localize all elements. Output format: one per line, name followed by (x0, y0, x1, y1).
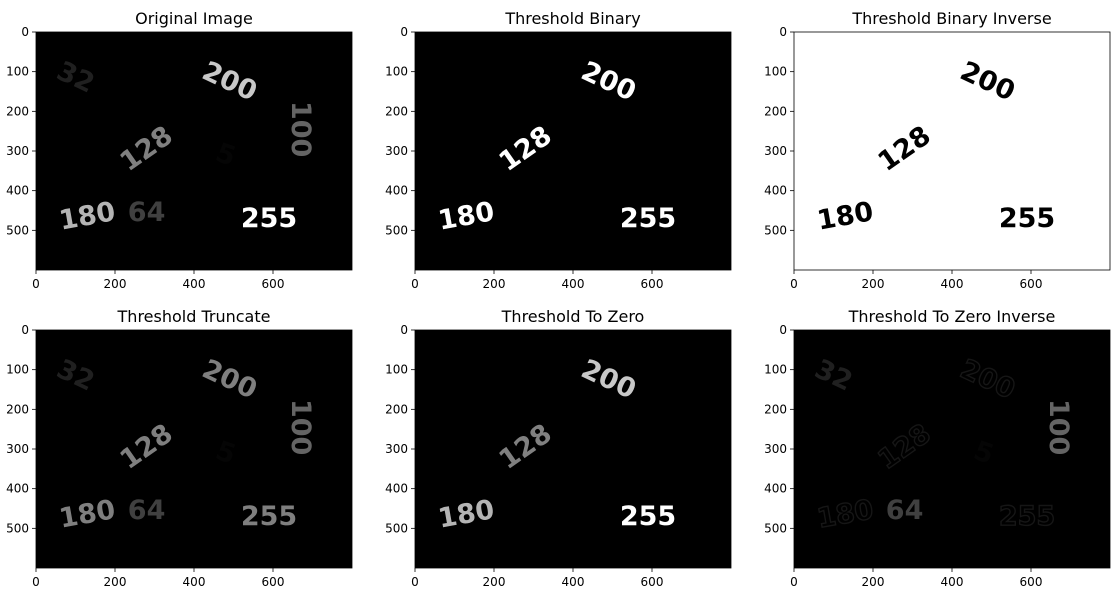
image-area (415, 32, 731, 270)
y-tick-label: 100 (6, 65, 29, 79)
x-tick-label: 200 (862, 277, 885, 291)
y-tick-label: 100 (764, 363, 787, 377)
x-tick-label: 600 (262, 575, 285, 589)
x-tick-label: 200 (104, 277, 127, 291)
panel-title: Original Image (135, 9, 253, 28)
x-tick-label: 400 (562, 575, 585, 589)
y-tick-label: 400 (764, 184, 787, 198)
y-tick-label: 400 (6, 482, 29, 496)
y-tick-label: 500 (6, 223, 29, 237)
number-label: 255 (999, 203, 1055, 234)
x-tick-label: 200 (483, 575, 506, 589)
x-tick-label: 400 (562, 277, 585, 291)
panel-title: Threshold Binary Inverse (851, 9, 1051, 28)
y-tick-label: 500 (764, 521, 787, 535)
y-tick-label: 0 (779, 25, 787, 39)
y-tick-label: 500 (764, 223, 787, 237)
x-tick-label: 0 (790, 575, 798, 589)
number-label: 255 (241, 203, 297, 234)
x-tick-label: 400 (941, 277, 964, 291)
y-tick-label: 200 (6, 104, 29, 118)
x-tick-label: 400 (941, 575, 964, 589)
x-tick-label: 0 (790, 277, 798, 291)
y-tick-label: 100 (6, 363, 29, 377)
y-tick-label: 500 (385, 223, 408, 237)
number-label: 100 (285, 399, 316, 455)
panel-title: Threshold To Zero Inverse (848, 307, 1056, 326)
number-label: 255 (999, 501, 1055, 532)
y-tick-label: 300 (385, 442, 408, 456)
x-tick-label: 0 (411, 575, 419, 589)
x-tick-label: 400 (183, 277, 206, 291)
y-tick-label: 300 (385, 144, 408, 158)
number-label: 100 (285, 101, 316, 157)
y-tick-label: 200 (385, 402, 408, 416)
x-tick-label: 200 (104, 575, 127, 589)
panel-title: Threshold To Zero (501, 307, 645, 326)
y-tick-label: 400 (764, 482, 787, 496)
number-label: 255 (620, 203, 676, 234)
y-tick-label: 300 (764, 442, 787, 456)
panel-title: Threshold Truncate (117, 307, 271, 326)
y-tick-label: 500 (6, 521, 29, 535)
y-tick-label: 200 (764, 402, 787, 416)
y-tick-label: 0 (21, 323, 29, 337)
y-tick-label: 100 (385, 65, 408, 79)
y-tick-label: 0 (400, 323, 408, 337)
number-label: 255 (620, 501, 676, 532)
y-tick-label: 0 (400, 25, 408, 39)
y-tick-label: 300 (6, 442, 29, 456)
number-label: 64 (128, 197, 166, 228)
image-area (415, 330, 731, 568)
x-tick-label: 0 (411, 277, 419, 291)
panel-title: Threshold Binary (504, 9, 640, 28)
x-tick-label: 600 (1020, 575, 1043, 589)
y-tick-label: 0 (21, 25, 29, 39)
x-tick-label: 200 (862, 575, 885, 589)
x-tick-label: 0 (32, 277, 40, 291)
y-tick-label: 400 (385, 482, 408, 496)
number-label: 64 (886, 495, 924, 526)
image-area (36, 32, 352, 270)
y-tick-label: 400 (385, 184, 408, 198)
y-tick-label: 300 (6, 144, 29, 158)
image-area (794, 330, 1110, 568)
y-tick-label: 200 (6, 402, 29, 416)
x-tick-label: 600 (262, 277, 285, 291)
x-tick-label: 400 (183, 575, 206, 589)
y-tick-label: 500 (385, 521, 408, 535)
number-label: 255 (241, 501, 297, 532)
x-tick-label: 600 (641, 277, 664, 291)
number-label: 100 (1043, 399, 1074, 455)
y-tick-label: 200 (385, 104, 408, 118)
y-tick-label: 300 (764, 144, 787, 158)
y-tick-label: 400 (6, 184, 29, 198)
image-area (36, 330, 352, 568)
x-tick-label: 200 (483, 277, 506, 291)
image-area (794, 32, 1110, 270)
x-tick-label: 600 (1020, 277, 1043, 291)
y-tick-label: 100 (385, 363, 408, 377)
number-label: 64 (128, 495, 166, 526)
y-tick-label: 100 (764, 65, 787, 79)
x-tick-label: 600 (641, 575, 664, 589)
y-tick-label: 200 (764, 104, 787, 118)
y-tick-label: 0 (779, 323, 787, 337)
x-tick-label: 0 (32, 575, 40, 589)
